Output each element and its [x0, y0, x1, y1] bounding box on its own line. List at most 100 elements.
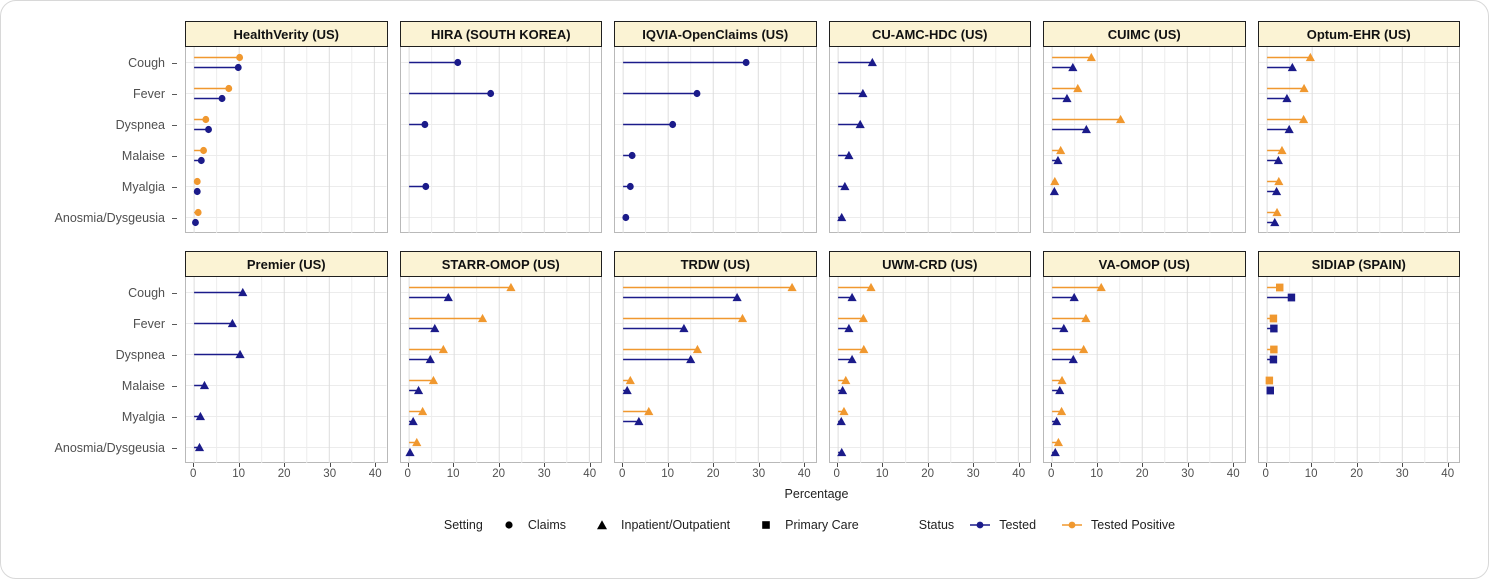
x-axis-tick — [1447, 463, 1449, 467]
x-axis-tick-label: 20 — [1350, 468, 1364, 480]
data-marker-tested — [486, 89, 494, 98]
data-marker-tested — [1068, 62, 1078, 72]
x-axis-tick — [453, 463, 455, 467]
data-marker-tested — [1052, 416, 1062, 426]
x-axis-tick — [622, 463, 624, 467]
data-marker-tested-positive — [236, 53, 244, 62]
data-marker-tested — [836, 212, 846, 222]
data-marker-tested — [843, 150, 854, 160]
x-axis-tick-label: 20 — [277, 468, 291, 480]
triangle-marker-icon — [597, 520, 608, 530]
plot-svg — [1044, 47, 1245, 233]
x-axis-tick-label: 40 — [1012, 468, 1026, 480]
x-axis-tick-label: 0 — [404, 468, 411, 480]
x-axis: 0 10 20 30 40 — [1258, 463, 1461, 486]
data-marker-tested — [235, 349, 245, 359]
data-marker-tested — [421, 182, 429, 191]
facet-title: CUIMC (US) — [1043, 21, 1246, 47]
y-axis-label: Cough — [128, 56, 177, 70]
data-marker-tested — [227, 318, 237, 328]
facet-panel: IQVIA-OpenClaims (US) — [614, 21, 817, 233]
x-axis-tick — [836, 463, 838, 467]
facet-panel: Premier (US) 0 10 20 30 40 — [185, 251, 388, 486]
facet-title: VA-OMOP (US) — [1043, 251, 1246, 277]
data-marker-tested-positive — [411, 437, 421, 447]
data-marker-tested-positive — [1081, 313, 1091, 323]
x-axis-tick-label: 10 — [232, 468, 246, 480]
data-marker-tested — [1273, 155, 1283, 165]
data-marker-tested — [197, 156, 205, 165]
x-axis-tick-label: 30 — [752, 468, 766, 480]
data-marker-tested-positive — [1265, 376, 1273, 385]
facet-title: STARR-OMOP (US) — [399, 251, 602, 277]
y-axis-label: Myalgia — [122, 410, 177, 424]
x-axis-tick-label: 40 — [583, 468, 597, 480]
plot-area — [828, 277, 1031, 463]
x-axis-tick-label: 0 — [618, 468, 626, 480]
data-marker-tested — [679, 323, 689, 333]
x-axis-tick-label: 30 — [323, 468, 337, 480]
data-marker-tested-positive — [1056, 145, 1066, 155]
legend-item-label: Inpatient/Outpatient — [621, 518, 731, 532]
data-marker-tested — [192, 218, 199, 227]
data-marker-tested — [1287, 293, 1295, 302]
data-marker-tested — [843, 323, 854, 333]
data-marker-tested — [443, 292, 453, 302]
y-axis-label: Fever — [133, 317, 177, 331]
y-axis-tick — [172, 292, 177, 294]
data-marker-tested-positive — [644, 406, 654, 416]
x-axis-tick — [713, 463, 715, 467]
y-axis-tick — [172, 385, 177, 387]
data-marker-tested — [836, 447, 846, 457]
facet-panel: Optum-EHR (US) — [1257, 21, 1460, 233]
data-marker-tested — [193, 187, 201, 196]
plot-area — [1257, 47, 1460, 233]
data-marker-tested-positive — [477, 313, 487, 323]
data-marker-tested-positive — [1079, 344, 1089, 354]
y-axis-label: Cough — [128, 286, 177, 300]
facet-title: Premier (US) — [185, 251, 388, 277]
data-marker-tested-positive — [865, 282, 876, 292]
facet-panel: TRDW (US) 0 10 20 30 40 — [614, 251, 817, 486]
x-axis: 0 10 20 30 40 — [400, 463, 603, 486]
x-axis-tick — [238, 463, 240, 467]
x-axis-tick-label: 10 — [661, 468, 675, 480]
x-axis-tick-label: 30 — [1181, 468, 1195, 480]
facet-panel: UWM-CRD (US) 0 10 20 30 40 — [828, 251, 1032, 486]
data-marker-tested-positive — [787, 282, 797, 292]
data-marker-tested-positive — [737, 313, 748, 323]
data-marker-tested — [1284, 124, 1294, 134]
y-axis-labels: Cough Fever Dyspnea Malaise Myalgia Anosmia/D… — [1, 21, 177, 233]
facet-title: HealthVerity (US) — [185, 21, 388, 47]
y-axis-label: Dyspnea — [116, 118, 177, 132]
plot-svg — [1044, 277, 1245, 463]
x-axis-tick-label: 20 — [706, 468, 720, 480]
x-axis-tick — [1402, 463, 1404, 467]
x-axis-tick — [1233, 463, 1235, 467]
data-marker-tested — [1049, 186, 1059, 196]
x-axis-tick — [329, 463, 331, 467]
y-axis-label: Anosmia/Dysgeusia — [55, 441, 177, 455]
facet-panel: CUIMC (US) — [1043, 21, 1246, 233]
plot-svg — [829, 277, 1030, 463]
y-axis-label: Malaise — [122, 379, 177, 393]
data-marker-tested — [1053, 155, 1063, 165]
x-axis-tick — [375, 463, 377, 467]
data-marker-tested — [837, 385, 847, 395]
plot-svg — [186, 47, 387, 233]
data-marker-tested-positive — [1053, 437, 1064, 447]
y-axis-tick — [172, 416, 177, 418]
data-marker-tested-positive — [1096, 282, 1106, 292]
x-axis-tick — [758, 463, 760, 467]
y-axis-tick — [172, 93, 177, 95]
x-axis: 0 10 20 30 40 — [829, 463, 1032, 486]
data-marker-tested-positive — [1269, 314, 1277, 323]
circle-marker-icon — [505, 521, 513, 529]
facet-panel: VA-OMOP (US) 0 10 20 30 40 — [1043, 251, 1246, 486]
data-marker-tested — [1081, 124, 1091, 134]
data-marker-tested — [205, 125, 212, 134]
y-axis-tick — [172, 155, 177, 157]
x-axis-tick-label: 30 — [966, 468, 980, 480]
plot-area — [1043, 277, 1246, 463]
facet-title: CU-AMC-HDC (US) — [828, 21, 1031, 47]
